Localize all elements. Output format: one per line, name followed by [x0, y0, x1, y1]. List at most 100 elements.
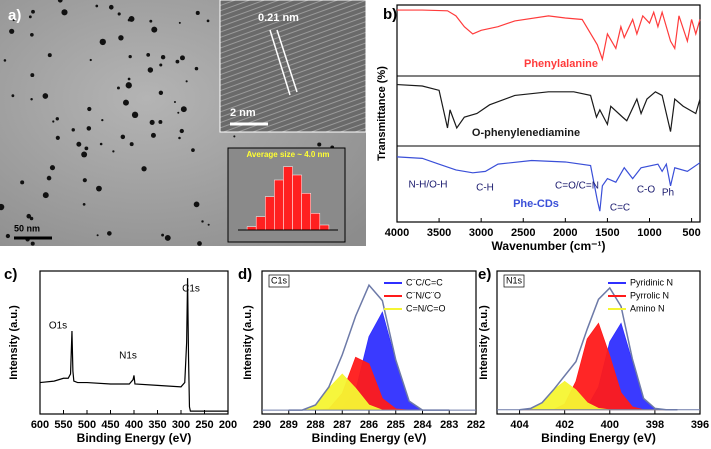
particle: [191, 148, 195, 152]
particle: [96, 185, 102, 192]
x-tick-label: 300: [172, 419, 190, 431]
particle: [197, 241, 202, 246]
particle: [57, 0, 63, 3]
series-line: [396, 83, 701, 132]
x-tick-label: 600: [31, 419, 49, 431]
annotation: O1s: [49, 321, 67, 332]
tag-box: [503, 274, 525, 288]
x-axis-title: Binding Energy (eV): [541, 431, 656, 445]
particle: [82, 202, 86, 206]
particle: [42, 93, 49, 99]
particle: [129, 142, 134, 147]
x-tick-label: 1500: [595, 227, 619, 239]
particle: [26, 213, 32, 219]
legend-label: C=N/C=O: [406, 303, 446, 313]
x-tick-label: 400: [601, 419, 619, 431]
particle: [30, 32, 34, 37]
particle: [61, 9, 68, 16]
component-area: [519, 322, 678, 411]
annotation: Ph: [662, 188, 674, 199]
panel-label: a): [8, 7, 21, 24]
tag: C1s: [271, 275, 288, 285]
hist-bar: [283, 166, 293, 231]
particle: [95, 4, 99, 8]
particle: [233, 135, 236, 138]
particle: [108, 4, 114, 10]
x-tick-label: 3000: [469, 227, 493, 239]
x-tick-label: 282: [467, 419, 485, 431]
annotation: N-H/O-H: [409, 180, 448, 191]
particle: [194, 66, 199, 71]
x-tick-label: 3500: [427, 227, 451, 239]
particle: [173, 100, 176, 104]
particle: [206, 19, 210, 23]
x-tick-label: 350: [148, 419, 166, 431]
x-tick-label: 4000: [385, 227, 409, 239]
particle: [101, 118, 104, 122]
hist-bar: [274, 179, 284, 231]
particle: [178, 21, 181, 24]
x-tick-label: 450: [101, 419, 119, 431]
particle: [127, 18, 131, 22]
x-tick-label: 500: [682, 227, 700, 239]
series-name: Phenylalanine: [524, 58, 598, 70]
particle: [49, 165, 56, 171]
particle: [20, 180, 25, 185]
particle: [55, 117, 59, 121]
y-axis-title: Transmittance (%): [376, 66, 388, 161]
x-axis-title: Binding Energy (eV): [312, 431, 427, 445]
particle: [131, 111, 139, 119]
x-tick-label: 500: [78, 419, 96, 431]
x-tick-label: 1000: [637, 227, 661, 239]
particle: [158, 119, 163, 124]
tem-panel: a) 0.21 nm 2 nm 50 nm: [0, 0, 367, 246]
component-area: [288, 356, 450, 411]
particle: [178, 136, 181, 140]
x-tick-label: 398: [646, 419, 664, 431]
particle: [42, 192, 49, 199]
particle: [141, 166, 147, 172]
particle: [180, 106, 187, 113]
particle: [201, 220, 204, 223]
hist-bar: [292, 174, 302, 231]
lattice-marker: [269, 29, 291, 96]
particle: [29, 216, 34, 221]
particle: [31, 9, 35, 14]
particle: [30, 97, 33, 101]
particle: [116, 86, 120, 90]
particle: [87, 106, 92, 112]
particle: [128, 55, 132, 59]
particle: [30, 241, 35, 246]
panel-label: e): [478, 266, 491, 283]
hist-bar: [319, 224, 330, 231]
particle: [317, 142, 322, 147]
envelope-line: [519, 286, 678, 411]
particle: [158, 90, 164, 95]
x-tick-label: 285: [387, 419, 405, 431]
particle: [193, 201, 200, 208]
particle: [179, 55, 185, 61]
hist-bar: [301, 193, 311, 231]
inset-scale-label: 2 nm: [230, 107, 256, 119]
particle: [3, 59, 7, 62]
y-axis-title: Intensity (a.u.): [242, 305, 254, 380]
particle: [151, 26, 158, 33]
particle: [112, 150, 115, 153]
series-line: [397, 9, 701, 62]
particle: [160, 55, 166, 60]
particle: [149, 119, 155, 125]
particle: [146, 53, 151, 57]
particle: [30, 73, 35, 78]
x-tick-label: 284: [413, 419, 432, 431]
particle: [179, 128, 184, 134]
annotation: C-O: [637, 185, 656, 196]
particle: [175, 59, 180, 64]
panel-label: d): [238, 266, 252, 283]
x-tick-label: 200: [219, 419, 237, 431]
particle: [161, 233, 165, 237]
x-tick-label: 288: [306, 419, 324, 431]
particle: [52, 120, 55, 123]
particles: [0, 0, 335, 246]
particle: [150, 132, 156, 138]
